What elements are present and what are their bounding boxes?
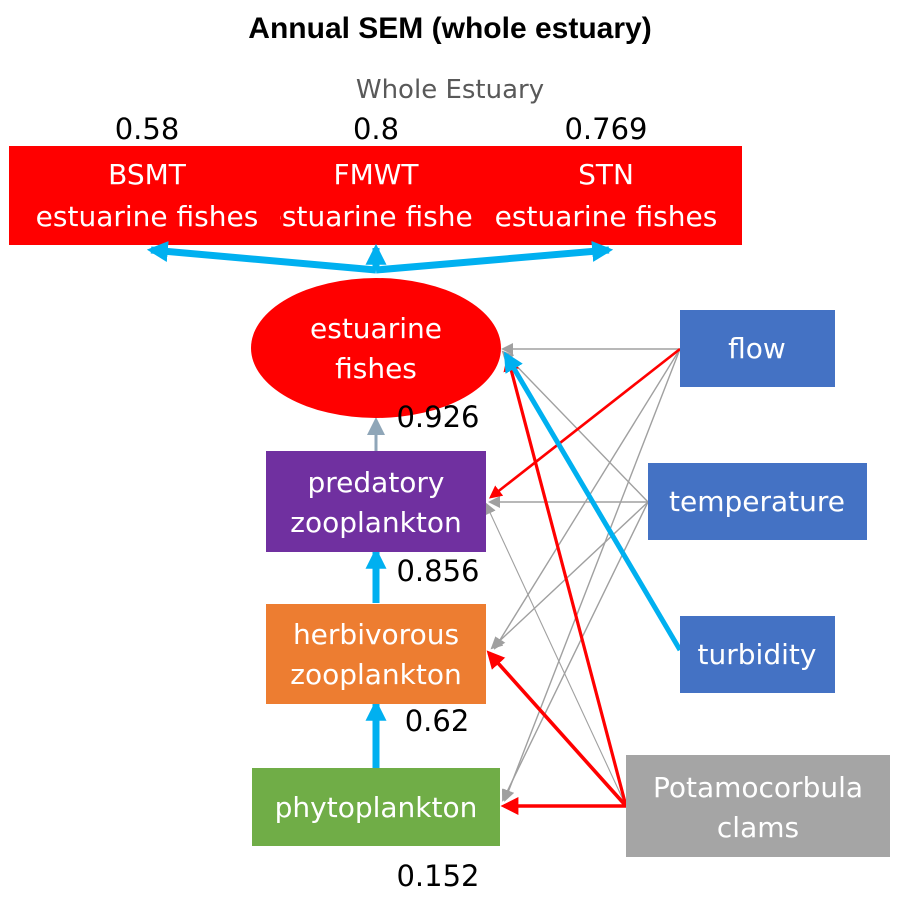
bsmt-r2-value: 0.58: [115, 112, 180, 146]
indicator-fmwt-cell: [280, 150, 472, 240]
herbivorous-zooplankton-line1: herbivorous: [293, 618, 459, 651]
predatory-zooplankton-node: predatory zooplankton: [266, 451, 486, 552]
path-estuarine-fishes-to-bsmt: [146, 241, 377, 274]
negative-paths: [486, 347, 681, 815]
clams-line1: Potamocorbula: [653, 771, 863, 804]
indicator-stn: STN estuarine fishes: [495, 158, 718, 233]
fmwt-r2-value: 0.8: [353, 112, 399, 146]
herbivorous-zooplankton-node: herbivorous zooplankton: [266, 604, 486, 704]
temperature-box: [648, 463, 867, 540]
path-temperature-to-herbivorous-zooplankton: [490, 501, 649, 650]
estuarine-fishes-node: estuarine fishes: [251, 278, 501, 418]
positive-paths: [146, 240, 683, 768]
path-estuarine-fishes-to-stn: [375, 240, 614, 274]
path-clams-to-predatory-zooplankton: [484, 502, 627, 807]
indicator-bsmt: BSMT estuarine fishes: [36, 158, 259, 233]
estuarine-fishes-line1: estuarine: [310, 312, 442, 345]
predatory-zooplankton-line2: zooplankton: [290, 506, 462, 539]
turbidity-label: turbidity: [698, 638, 817, 671]
estuarine-fishes-ellipse: [251, 278, 501, 418]
phytoplankton-label: phytoplankton: [275, 791, 478, 824]
predatory-zooplankton-line1: predatory: [307, 466, 444, 499]
indicator-bsmt-line2: estuarine fishes: [36, 200, 259, 233]
diagram-title: Annual SEM (whole estuary): [248, 12, 651, 45]
flow-label: flow: [728, 332, 786, 365]
turbidity-node: turbidity: [680, 616, 835, 693]
path-flow-to-predatory-zooplankton: [488, 347, 681, 499]
herbivorous-zooplankton-r2-value: 0.62: [405, 704, 470, 738]
indicator-stn-line2: estuarine fishes: [495, 200, 718, 233]
clams-box: [626, 755, 890, 857]
turbidity-box: [680, 616, 835, 693]
flow-box: [680, 310, 835, 387]
flow-node: flow: [680, 310, 835, 387]
indicator-bar: BSMT estuarine fishes STN estuarine fish…: [9, 146, 742, 245]
clams-node: Potamocorbula clams: [626, 755, 890, 857]
path-flow-to-phytoplankton: [503, 348, 681, 802]
indicator-fmwt-line1: FMWT: [333, 158, 419, 191]
indicator-stn-line1: STN: [578, 158, 634, 191]
temperature-label: temperature: [669, 485, 845, 518]
herbivorous-zooplankton-line2: zooplankton: [290, 658, 462, 691]
estuarine-fishes-r2-value: 0.926: [396, 400, 479, 434]
phytoplankton-r2-value: 0.152: [396, 859, 479, 893]
phytoplankton-node: phytoplankton: [252, 768, 500, 846]
predatory-zooplankton-r2-value: 0.856: [396, 554, 479, 588]
herbivorous-zooplankton-box: [266, 604, 486, 704]
estuarine-fishes-line2: fishes: [335, 352, 417, 385]
indicator-fmwt: FMWT estuarine fishes: [265, 150, 488, 240]
path-turbidity-to-estuarine-fishes: [503, 351, 683, 652]
path-flow-to-herbivorous-zooplankton: [493, 348, 681, 650]
path-clams-to-estuarine-fishes: [503, 354, 628, 807]
path-clams-to-herbivorous-zooplankton: [486, 650, 628, 808]
path-temperature-to-estuarine-fishes: [501, 350, 649, 503]
nonsig-paths: [484, 343, 681, 807]
phytoplankton-box: [252, 768, 500, 846]
predatory-zooplankton-box: [266, 451, 486, 552]
temperature-node: temperature: [648, 463, 867, 540]
indicator-bsmt-line1: BSMT: [108, 158, 187, 191]
diagram-subtitle: Whole Estuary: [356, 75, 544, 105]
stn-r2-value: 0.769: [564, 112, 647, 146]
clams-line2: clams: [717, 811, 799, 844]
indicator-fmwt-line2: estuarine fishes: [265, 200, 488, 233]
indicator-fmwt-clip: FMWT estuarine fishes: [265, 158, 488, 233]
